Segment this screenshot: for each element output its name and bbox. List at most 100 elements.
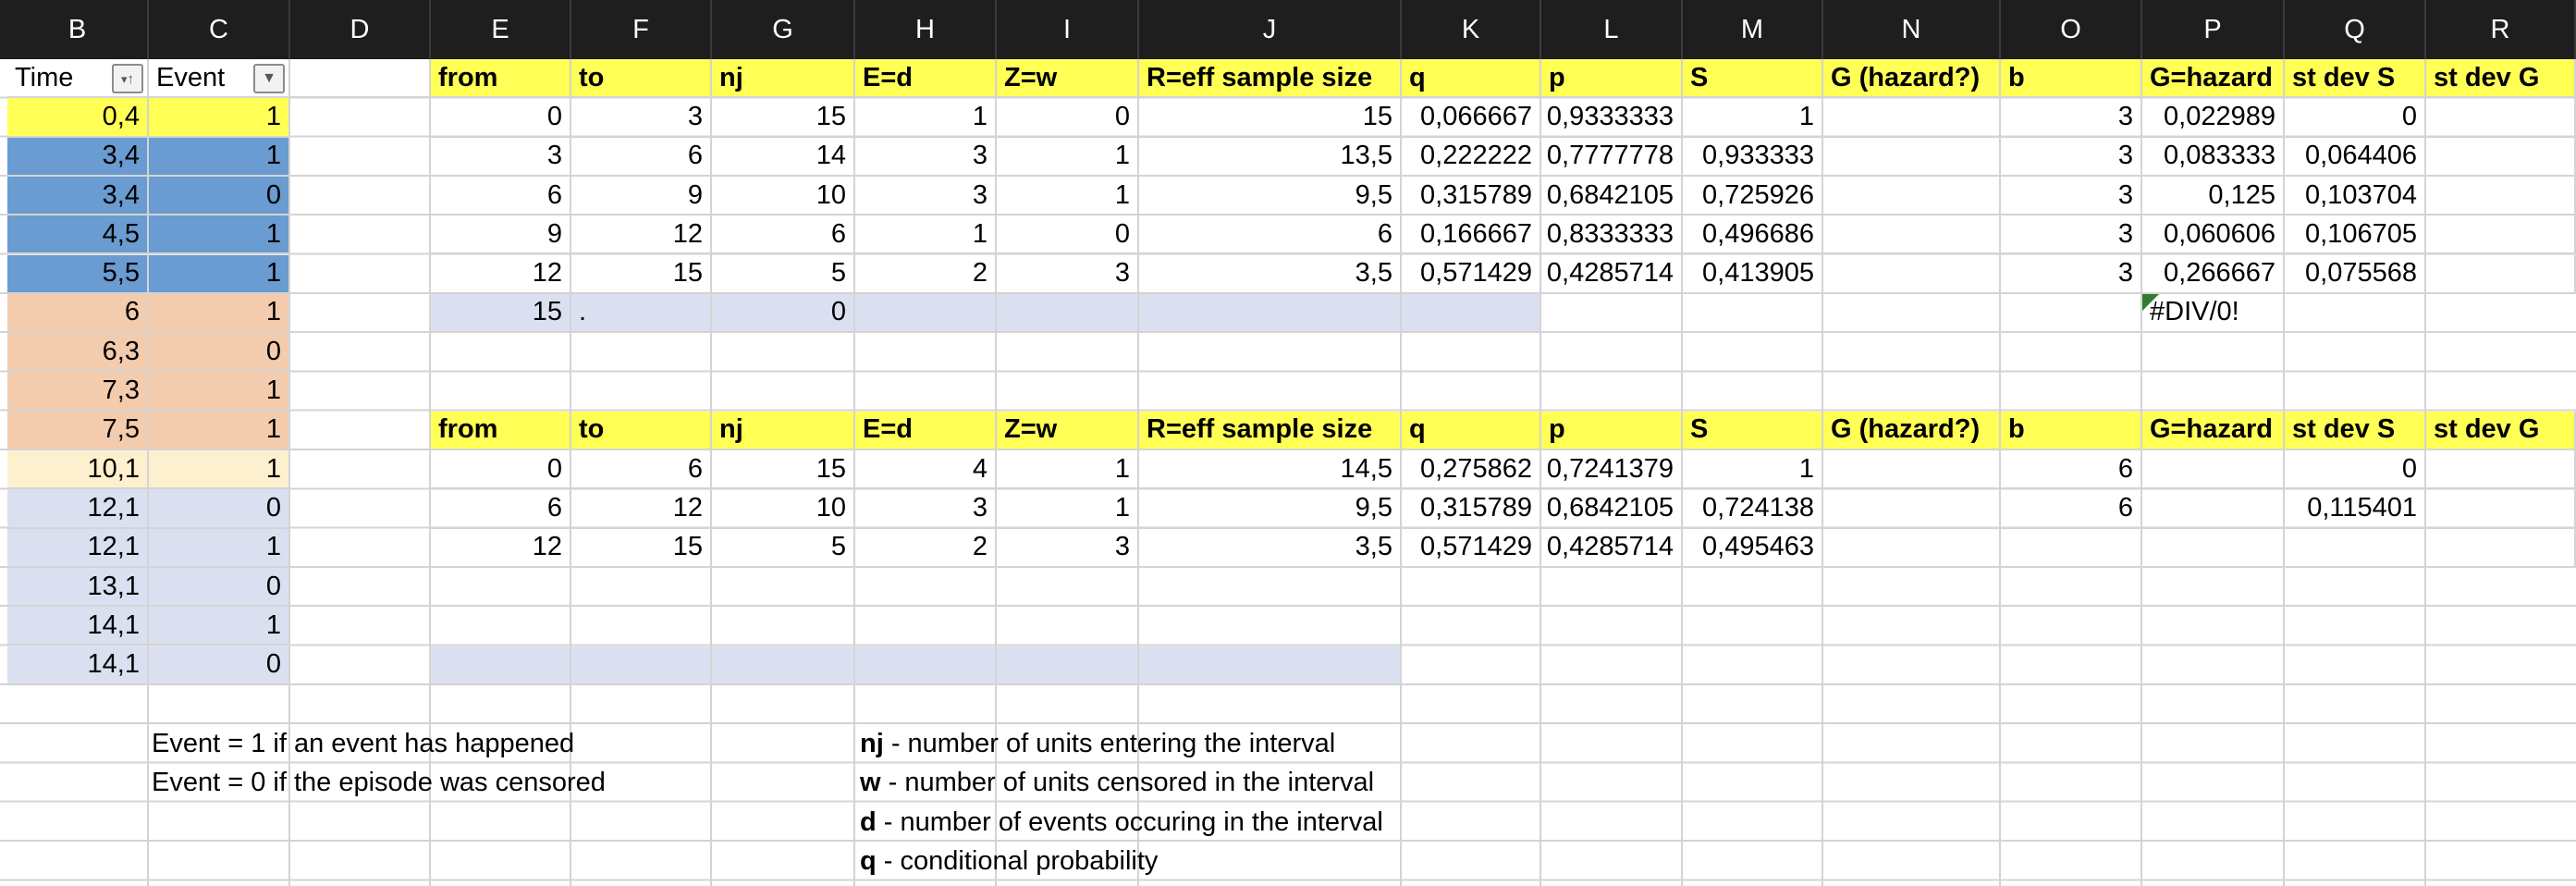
event-flag-cell[interactable]: 1 <box>149 293 290 334</box>
cell-d1[interactable] <box>290 59 431 99</box>
table1-cell-g[interactable]: 15 <box>712 98 855 138</box>
table1-cell-q[interactable]: 0,103704 <box>2285 176 2426 216</box>
table2-cell-q[interactable]: 0 <box>2285 450 2426 490</box>
table1-cell-k[interactable]: 0,166667 <box>1402 215 1541 255</box>
table2-cell-j[interactable]: 9,5 <box>1139 489 1402 529</box>
table1-cell-n[interactable] <box>1823 176 2001 216</box>
table2-header-r[interactable]: st dev G <box>2426 411 2576 450</box>
table2-cell-h[interactable]: 3 <box>855 489 997 529</box>
table2-cell-m[interactable]: 1 <box>1683 450 1823 490</box>
table1-cell-m[interactable]: 1 <box>1683 98 1823 138</box>
event-time-cell[interactable]: 6,3 <box>7 333 149 373</box>
table1-header-e[interactable]: from <box>431 59 571 99</box>
event-time-cell[interactable]: 14,1 <box>7 607 149 646</box>
table2-cell-o[interactable]: 6 <box>2001 450 2142 490</box>
event-flag-cell[interactable]: 1 <box>149 607 290 646</box>
column-header-m[interactable]: M <box>1683 0 1823 59</box>
table1-cell-m[interactable]: 0,413905 <box>1683 254 1823 294</box>
table1-cell-r[interactable] <box>2426 215 2576 255</box>
table1-cell-o[interactable]: 3 <box>2001 137 2142 177</box>
table1-cell-p[interactable]: 0,083333 <box>2142 137 2285 177</box>
table2-cell-j[interactable]: 3,5 <box>1139 528 1402 568</box>
table1-cell-j[interactable]: 15 <box>1139 98 1402 138</box>
table2-header-e[interactable]: from <box>431 411 571 450</box>
table1-cell-f[interactable]: 9 <box>571 176 712 216</box>
table1-tail-h[interactable] <box>855 293 997 334</box>
table2-header-q[interactable]: st dev S <box>2285 411 2426 450</box>
table2-cell-k[interactable]: 0,315789 <box>1402 489 1541 529</box>
event-time-cell[interactable]: 10,1 <box>7 450 149 490</box>
table1-cell-h[interactable]: 1 <box>855 98 997 138</box>
table2-tail-h[interactable] <box>855 646 997 685</box>
table1-cell-q[interactable]: 0,064406 <box>2285 137 2426 177</box>
table1-cell-i[interactable]: 1 <box>997 137 1139 177</box>
column-header-n[interactable]: N <box>1823 0 2001 59</box>
table1-header-m[interactable]: S <box>1683 59 1823 99</box>
table1-cell-f[interactable]: 15 <box>571 254 712 294</box>
event-flag-cell[interactable]: 0 <box>149 567 290 608</box>
table2-cell-o[interactable]: 6 <box>2001 489 2142 529</box>
column-header-e[interactable]: E <box>431 0 571 59</box>
table2-cell-p[interactable] <box>2142 450 2285 490</box>
table1-header-g[interactable]: nj <box>712 59 855 99</box>
table1-cell-h[interactable]: 3 <box>855 137 997 177</box>
table1-header-j[interactable]: R=eff sample size <box>1139 59 1402 99</box>
event-flag-cell[interactable]: 1 <box>149 98 290 138</box>
table2-tail-e[interactable] <box>431 646 571 685</box>
column-header-d[interactable]: D <box>290 0 431 59</box>
event-time-cell[interactable]: 4,5 <box>7 215 149 255</box>
table1-cell-l[interactable]: 0,6842105 <box>1541 176 1683 216</box>
table2-cell-n[interactable] <box>1823 489 2001 529</box>
table1-cell-h[interactable]: 2 <box>855 254 997 294</box>
event-flag-cell[interactable]: 0 <box>149 646 290 685</box>
table2-cell-g[interactable]: 15 <box>712 450 855 490</box>
table1-cell-l[interactable]: 0,4285714 <box>1541 254 1683 294</box>
table1-cell-i[interactable]: 0 <box>997 98 1139 138</box>
table1-cell-l[interactable]: 0,8333333 <box>1541 215 1683 255</box>
table1-cell-f[interactable]: 12 <box>571 215 712 255</box>
column-header-o[interactable]: O <box>2001 0 2142 59</box>
table2-cell-l[interactable]: 0,7241379 <box>1541 450 1683 490</box>
table2-cell-n[interactable] <box>1823 450 2001 490</box>
table2-header-h[interactable]: E=d <box>855 411 997 450</box>
event-time-cell[interactable]: 3,4 <box>7 176 149 216</box>
div-error-cell[interactable]: #DIV/0! <box>2142 293 2285 334</box>
table1-cell-n[interactable] <box>1823 254 2001 294</box>
table2-cell-l[interactable]: 0,4285714 <box>1541 528 1683 568</box>
table2-cell-m[interactable]: 0,495463 <box>1683 528 1823 568</box>
table2-header-g[interactable]: nj <box>712 411 855 450</box>
table1-cell-p[interactable]: 0,266667 <box>2142 254 2285 294</box>
table1-cell-r[interactable] <box>2426 176 2576 216</box>
column-header-c[interactable]: C <box>149 0 290 59</box>
event-flag-cell[interactable]: 1 <box>149 215 290 255</box>
table1-cell-j[interactable]: 6 <box>1139 215 1402 255</box>
table2-cell-e[interactable]: 6 <box>431 489 571 529</box>
column-header-b[interactable]: B <box>7 0 149 59</box>
table2-header-o[interactable]: b <box>2001 411 2142 450</box>
table1-cell-o[interactable]: 3 <box>2001 98 2142 138</box>
table1-cell-g[interactable]: 14 <box>712 137 855 177</box>
table1-cell-e[interactable]: 12 <box>431 254 571 294</box>
column-header-g[interactable]: G <box>712 0 855 59</box>
table2-header-j[interactable]: R=eff sample size <box>1139 411 1402 450</box>
event-time-cell[interactable]: 0,4 <box>7 98 149 138</box>
table1-header-f[interactable]: to <box>571 59 712 99</box>
table1-tail-e[interactable]: 15 <box>431 293 571 334</box>
table2-header-i[interactable]: Z=w <box>997 411 1139 450</box>
column-header-l[interactable]: L <box>1541 0 1683 59</box>
table1-cell-g[interactable]: 5 <box>712 254 855 294</box>
table1-cell-i[interactable]: 3 <box>997 254 1139 294</box>
table2-cell-g[interactable]: 10 <box>712 489 855 529</box>
table2-header-f[interactable]: to <box>571 411 712 450</box>
table1-cell-o[interactable]: 3 <box>2001 215 2142 255</box>
table1-cell-k[interactable]: 0,066667 <box>1402 98 1541 138</box>
table2-cell-g[interactable]: 5 <box>712 528 855 568</box>
table1-cell-j[interactable]: 3,5 <box>1139 254 1402 294</box>
table2-tail-j[interactable] <box>1139 646 1402 685</box>
event-time-cell[interactable]: 13,1 <box>7 567 149 608</box>
table2-cell-n[interactable] <box>1823 528 2001 568</box>
table2-cell-r[interactable] <box>2426 450 2576 490</box>
table1-header-n[interactable]: G (hazard?) <box>1823 59 2001 99</box>
table2-cell-i[interactable]: 1 <box>997 450 1139 490</box>
header-event[interactable]: Event <box>149 59 290 99</box>
